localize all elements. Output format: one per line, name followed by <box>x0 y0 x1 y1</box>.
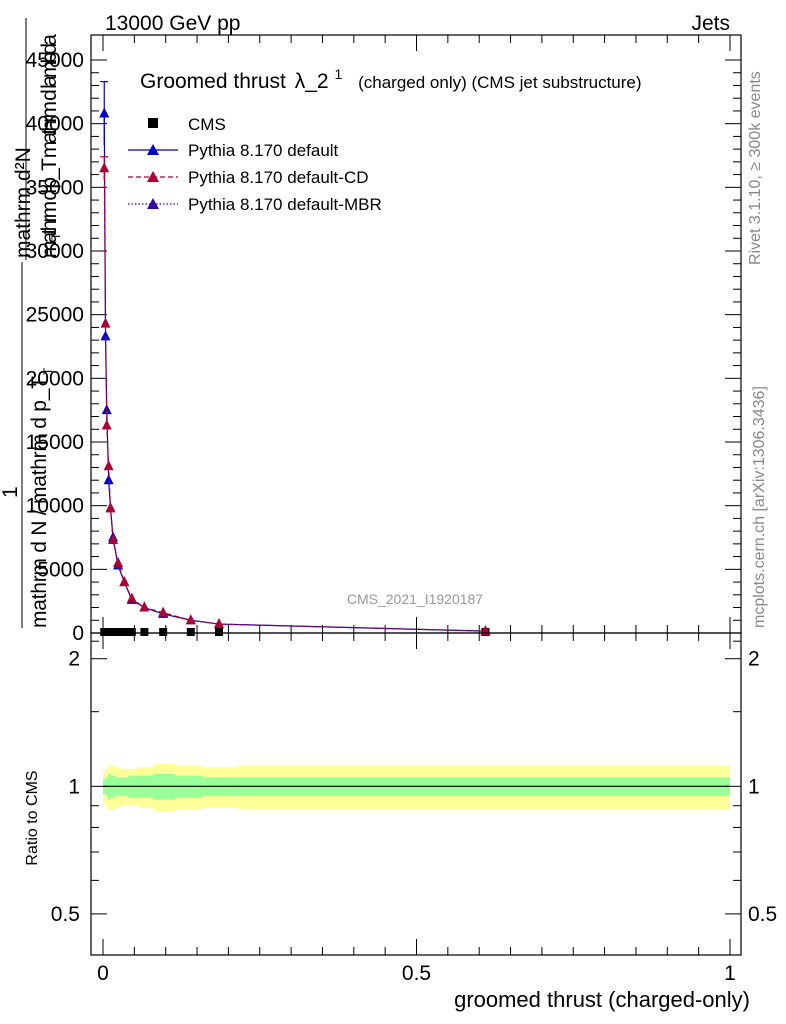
cms-data-point <box>114 628 123 636</box>
main-y-tick-label: 5000 <box>37 558 84 581</box>
ratio-ylabel: Ratio to CMS <box>24 770 41 865</box>
ylabel-sub2: T <box>41 367 55 375</box>
side-rivet-label: Rivet 3.1.10, ≥ 300k events <box>747 71 764 265</box>
series-point-2 <box>101 419 112 430</box>
main-y-tick-label: 30000 <box>26 240 84 263</box>
side-mcplots-label: mcplots.cern.ch [arXiv:1306.3436] <box>751 386 768 628</box>
series-line-2 <box>103 168 486 632</box>
ratio-y-tick-label: 1 <box>68 775 80 798</box>
ratio-y-tick-label: 2 <box>68 648 80 671</box>
series-point-2 <box>105 502 116 513</box>
ratio-x-tick-label: 0 <box>97 962 109 985</box>
ratio-y-tick-label-right: 2 <box>748 648 760 671</box>
chart-title-text: Groomed thrust <box>140 70 286 93</box>
series-point-2 <box>99 162 110 173</box>
main-y-axis: 0 5000 10000 15000 20000 25000 30000 35000 40000… <box>26 49 741 645</box>
chart-title-sup: 1 <box>334 66 342 82</box>
main-y-tick-label: 15000 <box>26 431 84 454</box>
analysis-watermark: CMS_2021_I1920187 <box>347 591 483 607</box>
series-point-2 <box>139 601 150 612</box>
main-y-tick-label: 35000 <box>26 176 84 199</box>
legend-label-default: Pythia 8.170 default <box>188 141 339 160</box>
ylabel-mid: mathrm d p_T mathrm d lambda <box>38 34 61 258</box>
ratio-y-tick-label-right: 0.5 <box>748 903 777 926</box>
cms-data-point <box>140 628 149 636</box>
legend-label-cms: CMS <box>188 115 226 134</box>
legend-label-cd: Pythia 8.170 default-CD <box>188 168 369 187</box>
ylabel-one: 1 <box>0 486 22 498</box>
legend-marker-cd <box>147 171 159 182</box>
main-y-tick-label: 20000 <box>26 367 84 390</box>
chart-title: Groomed thrust λ_2 1 (charged only) (CMS… <box>140 61 642 93</box>
series-line-1 <box>103 113 486 632</box>
ratio-y-tick-label: 0.5 <box>51 903 80 926</box>
series-point-1 <box>100 330 111 341</box>
cms-data-point <box>120 628 129 636</box>
ratio-plot: 0.5 0.51 12 2 0 0.5 1 Ratio to CMS groomed th… <box>24 632 777 1012</box>
chart-title-symbol: λ_2 <box>295 70 329 93</box>
series-point-2 <box>108 534 119 545</box>
series-point-1 <box>103 474 114 485</box>
legend: CMS Pythia 8.170 default Pythia 8.170 de… <box>128 115 382 214</box>
series-point-2 <box>126 592 137 603</box>
series-point-2 <box>100 317 111 328</box>
main-y-tick-label: 45000 <box>26 49 84 72</box>
ratio-y-tick-label-right: 1 <box>748 775 760 798</box>
cms-data-point <box>127 628 136 636</box>
main-y-tick-label: 0 <box>72 622 84 645</box>
series-point-2 <box>119 576 130 587</box>
main-plot: 0 5000 10000 15000 20000 25000 30000 35000 40000… <box>0 18 742 645</box>
main-y-tick-label: 10000 <box>26 495 84 518</box>
cms-data-point <box>159 628 168 636</box>
ylabel-sub: T <box>49 232 63 240</box>
series-point-2 <box>158 606 169 617</box>
cms-data-point <box>214 628 223 636</box>
legend-marker-mbr <box>147 198 159 209</box>
series-point-2 <box>103 460 114 471</box>
chart-title-note: (charged only) (CMS jet substructure) <box>358 73 641 92</box>
header-energy: 13000 GeV pp <box>105 12 240 35</box>
ratio-x-tick-label: 1 <box>724 962 736 985</box>
legend-marker-cms <box>148 118 158 128</box>
ylabel-top: mathrm d²N <box>12 147 35 258</box>
legend-marker-default <box>147 144 159 155</box>
ratio-bands <box>103 763 730 812</box>
header-jets: Jets <box>691 12 730 35</box>
main-y-tick-label: 25000 <box>26 304 84 327</box>
ratio-x-axis: 0 0.5 1 <box>97 633 736 985</box>
main-series <box>99 81 491 636</box>
cms-data-point <box>186 628 195 636</box>
legend-label-mbr: Pythia 8.170 default-MBR <box>188 195 382 214</box>
series-point-1 <box>99 107 110 118</box>
series-point-2 <box>213 618 224 629</box>
x-axis-label: groomed thrust (charged-only) <box>454 987 750 1012</box>
ratio-y-axis: 0.5 0.5 1 1 2 2 <box>51 640 777 926</box>
ylabel-bottom: mathrm d N / mathrm d p_T <box>28 376 51 628</box>
series-point-2 <box>185 614 196 625</box>
main-y-tick-label: 40000 <box>26 113 84 136</box>
cms-data-point <box>109 628 118 636</box>
series-point-2 <box>113 556 124 567</box>
ratio-x-tick-label: 0.5 <box>402 962 431 985</box>
